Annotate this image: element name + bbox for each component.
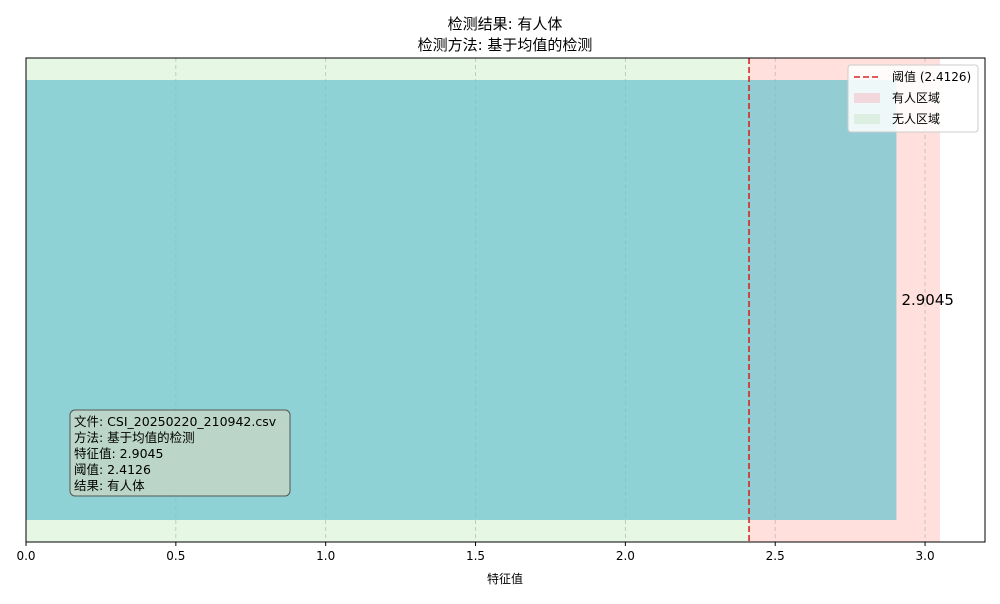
legend-label-0: 阈值 (2.4126) [892, 69, 971, 84]
chart-title-line2: 检测方法: 基于均值的检测 [418, 36, 593, 54]
chart-title-line1: 检测结果: 有人体 [448, 15, 563, 33]
legend-label-2: 无人区域 [892, 112, 940, 126]
legend-label-1: 有人区域 [892, 91, 940, 105]
legend-swatch-2 [854, 114, 880, 124]
x-tick-label-5: 2.5 [766, 549, 785, 563]
x-tick-label-3: 1.5 [466, 549, 485, 563]
axes-frame [25, 57, 986, 543]
info-line-0: 文件: CSI_20250220_210942.csv [74, 414, 277, 429]
legend-frame [847, 64, 979, 133]
info-line-1: 方法: 基于均值的检测 [74, 430, 195, 445]
x-axis-label: 特征值 [487, 571, 523, 586]
info-line-4: 结果: 有人体 [74, 478, 145, 493]
info-line-3: 阈值: 2.4126 [74, 462, 151, 477]
plot-area: 2.9045 0.0 0.5 1.0 1.5 2.0 2.5 3.0 [16, 57, 986, 563]
x-tick-label-1: 0.5 [166, 549, 185, 563]
value-label: 2.9045 [901, 291, 954, 309]
x-tick-label-2: 1.0 [316, 549, 335, 563]
x-tick-label-0: 0.0 [16, 549, 35, 563]
x-tick-label-4: 2.0 [616, 549, 635, 563]
info-line-2: 特征值: 2.9045 [74, 446, 163, 461]
legend-swatch-1 [854, 93, 880, 103]
info-box-frame [69, 409, 291, 497]
x-tick-label-6: 3.0 [916, 549, 935, 563]
